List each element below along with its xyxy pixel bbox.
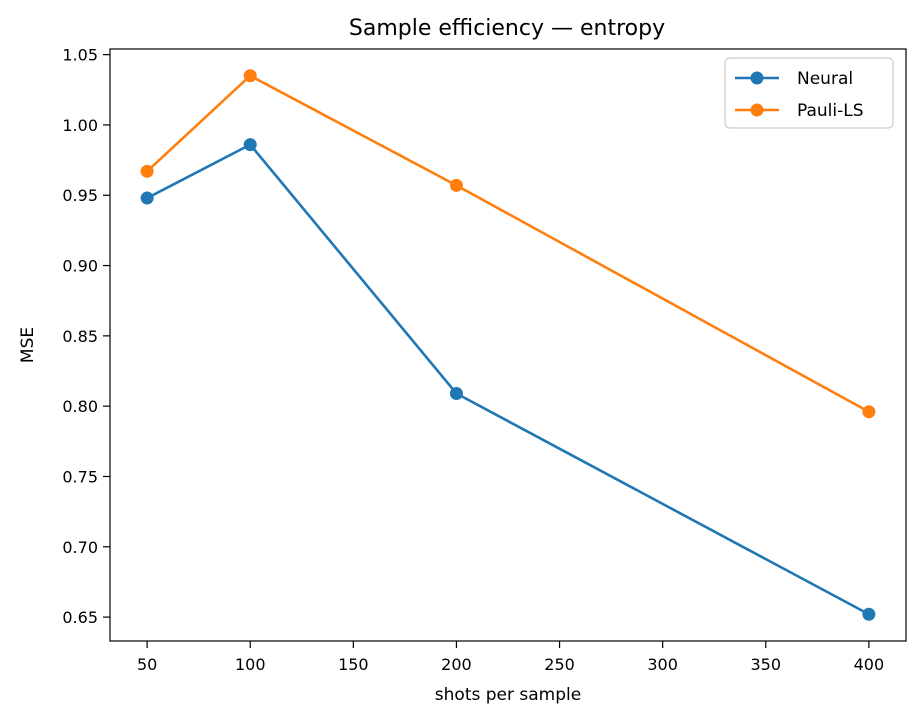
data-point-pauli-ls (140, 164, 154, 178)
data-point-neural (243, 138, 257, 152)
y-tick-label: 0.90 (62, 257, 98, 276)
plot-background (110, 49, 906, 641)
legend-label-neural: Neural (797, 69, 853, 89)
series-line-neural (146, 143, 870, 616)
legend-label-pauli-ls: Pauli-LS (797, 101, 864, 121)
x-tick-label: 350 (750, 655, 781, 674)
y-axis-ticks: 0.65 0.70 0.75 0.80 0.85 0.90 0.95 1.00 1.05 (62, 46, 110, 627)
x-tick-label: 250 (544, 655, 575, 674)
legend-marker-neural (750, 71, 764, 85)
data-point-neural (140, 191, 154, 205)
x-tick-label: 100 (235, 655, 266, 674)
y-tick-label: 1.05 (62, 46, 98, 65)
chart-title: Sample efficiency — entropy (349, 16, 665, 41)
x-tick-label: 300 (647, 655, 678, 674)
legend-marker-pauli-ls (750, 103, 764, 117)
y-tick-label: 0.80 (62, 397, 98, 416)
data-point-pauli-ls (862, 405, 876, 419)
x-tick-label: 400 (854, 655, 885, 674)
y-tick-label: 0.85 (62, 327, 98, 346)
legend: Neural Pauli-LS (724, 57, 894, 129)
plot-frame (109, 48, 907, 642)
x-tick-label: 200 (441, 655, 472, 674)
series-layer (140, 69, 876, 621)
y-tick-label: 0.65 (62, 608, 98, 627)
y-tick-label: 1.00 (62, 116, 98, 135)
x-tick-label: 50 (137, 655, 157, 674)
series-line-pauli-ls (146, 74, 870, 413)
y-tick-label: 0.95 (62, 186, 98, 205)
data-point-neural (862, 607, 876, 621)
x-axis-label: shots per sample (435, 685, 581, 705)
y-axis-label: MSE (18, 327, 38, 363)
x-tick-label: 150 (338, 655, 369, 674)
data-point-neural (449, 387, 463, 401)
data-point-pauli-ls (243, 69, 257, 83)
x-axis-ticks: 50 100 150 200 250 300 350 400 (137, 641, 884, 674)
data-point-pauli-ls (449, 178, 463, 192)
y-tick-label: 0.75 (62, 467, 98, 486)
y-tick-label: 0.70 (62, 538, 98, 557)
plot-area (109, 48, 907, 642)
